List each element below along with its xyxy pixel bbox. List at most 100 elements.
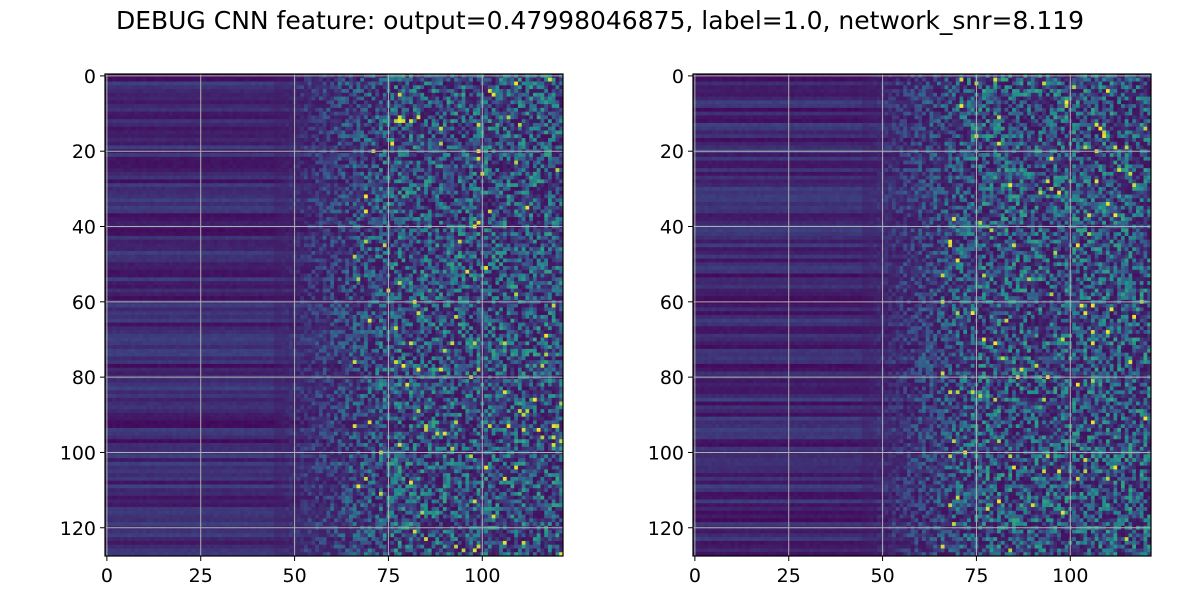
heatmap-cell	[210, 96, 215, 101]
heatmap-cell	[405, 77, 410, 82]
heatmap-cell	[112, 81, 117, 86]
heatmap-cell	[420, 92, 425, 97]
heatmap-cell	[367, 77, 372, 82]
heatmap-cell	[514, 81, 519, 86]
heatmap-cell	[127, 81, 132, 86]
heatmap-cell	[303, 96, 309, 101]
heatmap-cell	[288, 89, 294, 94]
heatmap-cell	[195, 81, 200, 86]
heatmap-cell	[491, 77, 496, 82]
heatmap-cell	[337, 92, 342, 97]
heatmap-cell	[502, 81, 508, 86]
heatmap-cell	[225, 92, 230, 97]
heatmap-cell	[116, 96, 121, 101]
heatmap-cell	[157, 89, 162, 94]
heatmap-cell	[367, 92, 372, 97]
heatmap-cell	[409, 77, 414, 82]
heatmap-cell	[491, 92, 496, 97]
heatmap-cell	[412, 92, 417, 97]
heatmap-cell	[547, 89, 553, 94]
heatmap-cell	[382, 96, 387, 101]
heatmap-cell	[311, 89, 316, 94]
heatmap-cell	[330, 81, 335, 86]
heatmap-cell	[491, 85, 496, 90]
heatmap-cell	[266, 85, 271, 90]
heatmap-cell	[341, 85, 346, 90]
heatmap-cell	[476, 85, 481, 90]
heatmap-cell	[146, 81, 151, 86]
heatmap-cell	[454, 85, 459, 90]
heatmap-cell	[247, 96, 252, 101]
heatmap-cell	[270, 92, 275, 97]
heatmap-cell	[135, 92, 140, 97]
heatmap-cell	[273, 96, 279, 101]
heatmap-cell	[555, 77, 560, 82]
heatmap-cell	[202, 92, 207, 97]
heatmap-cell	[112, 77, 117, 82]
heatmap-cell	[318, 85, 324, 90]
heatmap-cell	[153, 89, 158, 94]
heatmap-cell	[401, 81, 406, 86]
heatmap-cell	[191, 89, 196, 94]
heatmap-cell	[427, 92, 432, 97]
heatmap-cell	[487, 85, 493, 90]
heatmap-cell	[472, 81, 478, 86]
heatmap-cell	[491, 81, 496, 86]
heatmap-cell	[138, 96, 143, 101]
heatmap-cell	[296, 89, 301, 94]
heatmap-cell	[127, 89, 132, 94]
heatmap-cell	[135, 85, 140, 90]
heatmap-cell	[506, 89, 511, 94]
heatmap-cell	[420, 89, 425, 94]
heatmap-cell	[187, 77, 192, 82]
heatmap-cell	[540, 89, 545, 94]
heatmap-cell	[270, 77, 275, 82]
heatmap-cell	[521, 81, 526, 86]
heatmap-cell	[555, 92, 560, 97]
heatmap-cell	[326, 96, 331, 101]
heatmap-cell	[506, 85, 511, 90]
heatmap-cell	[529, 77, 534, 82]
heatmap-cell	[450, 92, 455, 97]
heatmap-cell	[228, 81, 234, 86]
heatmap-cell	[165, 85, 170, 90]
heatmap-cell	[138, 81, 143, 86]
heatmap-cell	[202, 89, 207, 94]
heatmap-cell	[206, 96, 211, 101]
heatmap-cell	[180, 77, 185, 82]
heatmap-cell	[409, 89, 414, 94]
heatmap-cell	[405, 85, 410, 90]
heatmap-cell	[303, 77, 309, 82]
heatmap-cell	[266, 77, 271, 82]
heatmap-cell	[547, 77, 553, 82]
heatmap-cell	[364, 92, 369, 97]
heatmap-cell	[123, 77, 128, 82]
heatmap-cell	[195, 77, 200, 82]
heatmap-cell	[529, 81, 534, 86]
heatmap-cell	[457, 96, 463, 101]
heatmap-cell	[371, 85, 376, 90]
heatmap-cell	[532, 89, 538, 94]
heatmap-cell	[318, 77, 324, 82]
heatmap-cell	[551, 85, 556, 90]
heatmap-cell	[131, 81, 136, 86]
heatmap-cell	[251, 92, 256, 97]
heatmap-cell	[439, 92, 444, 97]
heatmap-cell	[277, 85, 282, 90]
heatmap-cell	[371, 92, 376, 97]
heatmap-cell	[397, 92, 402, 97]
heatmap-cell	[409, 85, 414, 90]
heatmap-cell	[277, 89, 282, 94]
heatmap-cell	[382, 89, 387, 94]
heatmap-cell	[281, 89, 286, 94]
heatmap-cell	[394, 77, 399, 82]
heatmap-cell	[202, 81, 207, 86]
heatmap-cell	[180, 96, 185, 101]
heatmap-cell	[454, 89, 459, 94]
heatmap-cell	[360, 96, 365, 101]
heatmap-cell	[210, 89, 215, 94]
heatmap-cell	[202, 77, 207, 82]
heatmap-cell	[375, 89, 380, 94]
heatmap-cell	[187, 85, 192, 90]
heatmap-cell	[165, 92, 170, 97]
